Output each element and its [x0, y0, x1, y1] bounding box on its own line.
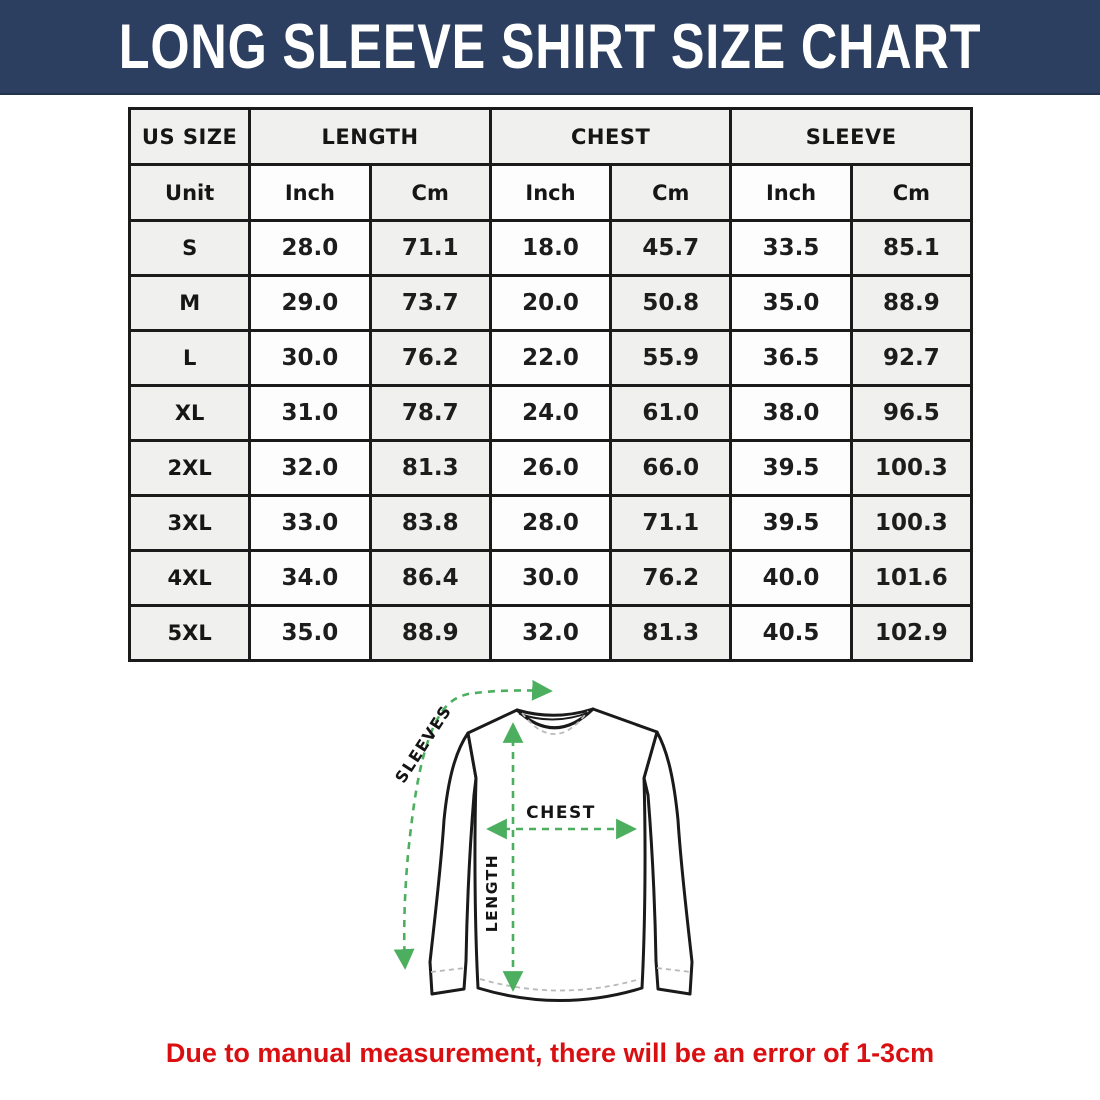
page-title: LONG SLEEVE SHIRT SIZE CHART: [118, 11, 982, 82]
value-cell: 100.3: [849, 439, 974, 497]
measurement-arrows: [393, 679, 637, 992]
size-cell: 5XL: [127, 604, 252, 662]
disclaimer-text: Due to manual measurement, there will be…: [165, 1038, 935, 1068]
value-cell: 28.0: [488, 494, 613, 552]
header-chest: CHEST: [488, 107, 733, 166]
right-cuff-stitch: [656, 967, 692, 973]
value-cell: 101.6: [849, 549, 974, 607]
header-sleeve: SLEEVE: [729, 107, 973, 166]
unit-cell: Inch: [729, 163, 853, 222]
value-cell: 76.2: [368, 329, 492, 387]
size-chart-table: US SIZE LENGTH CHEST SLEEVE Unit Inch Cm…: [127, 107, 974, 662]
value-cell: 96.5: [849, 384, 974, 442]
size-cell: S: [127, 219, 252, 277]
value-cell: 39.5: [729, 494, 853, 552]
table-row: 3XL 33.0 83.8 28.0 71.1 39.5 100.3: [127, 494, 974, 552]
value-cell: 92.7: [849, 329, 974, 387]
table-row: XL 31.0 78.7 24.0 61.0 38.0 96.5: [127, 384, 974, 442]
hem-stitch: [479, 978, 641, 992]
value-cell: 35.0: [729, 274, 853, 332]
sleeves-arrow: [393, 679, 553, 970]
table-row: S 28.0 71.1 18.0 45.7 33.5 85.1: [127, 219, 974, 277]
value-cell: 100.3: [849, 494, 974, 552]
table-header-row: US SIZE LENGTH CHEST SLEEVE: [127, 107, 973, 166]
size-cell: 2XL: [127, 439, 252, 497]
value-cell: 32.0: [248, 439, 372, 497]
size-table-body: S 28.0 71.1 18.0 45.7 33.5 85.1 M 29.0 73.7 20.0 50…: [127, 219, 974, 662]
value-cell: 36.5: [729, 329, 853, 387]
value-cell: 81.3: [368, 439, 492, 497]
value-cell: 33.0: [248, 494, 372, 552]
value-cell: 39.5: [729, 439, 853, 497]
value-cell: 33.5: [729, 219, 853, 277]
value-cell: 71.1: [609, 494, 733, 552]
table-row: 2XL 32.0 81.3 26.0 66.0 39.5 100.3: [127, 439, 974, 497]
unit-cell: Cm: [849, 163, 974, 222]
value-cell: 76.2: [609, 549, 733, 607]
value-cell: 102.9: [849, 604, 974, 662]
value-cell: 24.0: [488, 384, 613, 442]
value-cell: 55.9: [609, 329, 733, 387]
value-cell: 31.0: [248, 384, 372, 442]
value-cell: 26.0: [488, 439, 613, 497]
value-cell: 83.8: [368, 494, 492, 552]
table-row: M 29.0 73.7 20.0 50.8 35.0 88.9: [127, 274, 974, 332]
size-cell: 4XL: [127, 549, 252, 607]
value-cell: 18.0: [488, 219, 613, 277]
value-cell: 28.0: [248, 219, 372, 277]
value-cell: 85.1: [849, 219, 974, 277]
value-cell: 88.9: [849, 274, 974, 332]
value-cell: 88.9: [368, 604, 492, 662]
value-cell: 30.0: [248, 329, 372, 387]
size-cell: 3XL: [127, 494, 252, 552]
header-length: LENGTH: [248, 107, 492, 166]
value-cell: 20.0: [488, 274, 613, 332]
header-us-size: US SIZE: [127, 107, 252, 166]
unit-cell: Inch: [488, 163, 613, 222]
value-cell: 78.7: [368, 384, 492, 442]
value-cell: 61.0: [609, 384, 733, 442]
value-cell: 35.0: [248, 604, 372, 662]
left-sleeve: [428, 731, 478, 996]
value-cell: 29.0: [248, 274, 372, 332]
right-sleeve: [642, 730, 694, 996]
value-cell: 30.0: [488, 549, 613, 607]
size-cell: XL: [127, 384, 252, 442]
size-cell: M: [127, 274, 252, 332]
value-cell: 34.0: [248, 549, 372, 607]
size-cell: L: [127, 329, 252, 387]
value-cell: 86.4: [368, 549, 492, 607]
value-cell: 38.0: [729, 384, 853, 442]
unit-cell: Cm: [368, 163, 492, 222]
value-cell: 22.0: [488, 329, 613, 387]
value-cell: 40.5: [729, 604, 853, 662]
table-row: L 30.0 76.2 22.0 55.9 36.5 92.7: [127, 329, 974, 387]
value-cell: 40.0: [729, 549, 853, 607]
unit-cell: Inch: [248, 163, 372, 222]
unit-row: Unit Inch Cm Inch Cm Inch Cm: [127, 163, 974, 222]
unit-cell: Unit: [127, 163, 252, 222]
value-cell: 32.0: [488, 604, 613, 662]
shirt-measurement-diagram: CHEST LENGTH SLEEVES: [391, 679, 694, 1002]
value-cell: 45.7: [609, 219, 733, 277]
length-label: LENGTH: [483, 854, 501, 932]
value-cell: 73.7: [368, 274, 492, 332]
value-cell: 50.8: [609, 274, 733, 332]
shirt-outline: [428, 707, 694, 1002]
value-cell: 71.1: [368, 219, 492, 277]
table-row: 4XL 34.0 86.4 30.0 76.2 40.0 101.6: [127, 549, 974, 607]
unit-cell: Cm: [609, 163, 733, 222]
title-banner: LONG SLEEVE SHIRT SIZE CHART: [0, 0, 1100, 95]
value-cell: 66.0: [609, 439, 733, 497]
chest-label: CHEST: [526, 803, 596, 823]
value-cell: 81.3: [609, 604, 733, 662]
sleeves-label: SLEEVES: [391, 702, 455, 787]
table-row: 5XL 35.0 88.9 32.0 81.3 40.5 102.9: [127, 604, 974, 662]
